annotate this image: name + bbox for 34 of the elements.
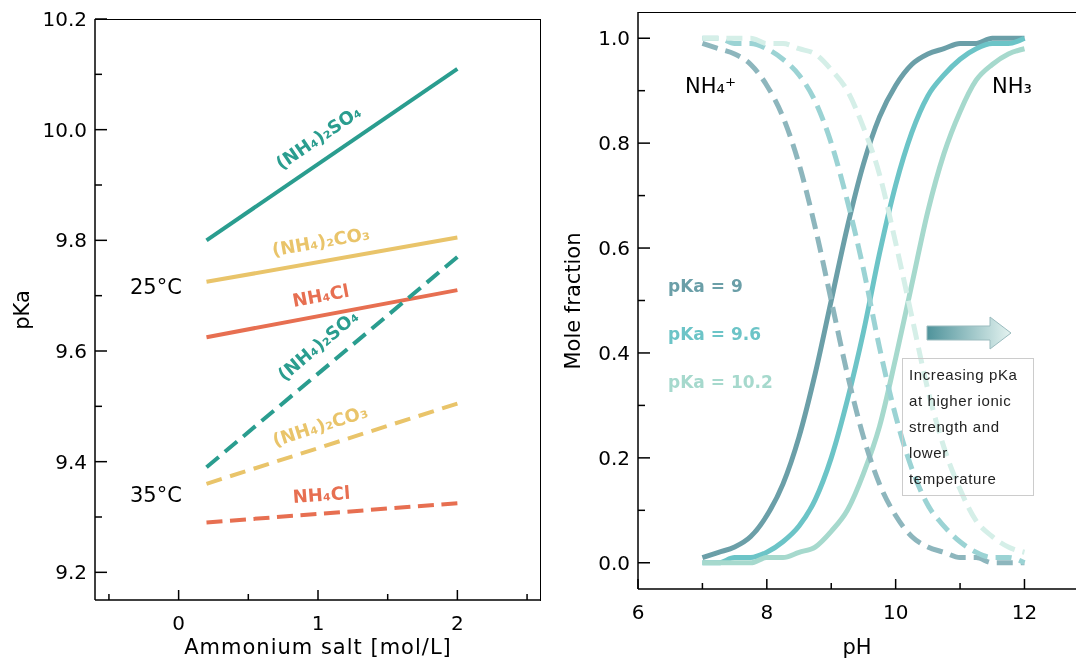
y-tick-label: 9.2: [55, 560, 87, 585]
y-tick-label: 0.4: [598, 340, 630, 365]
y-tick-label: 9.8: [55, 228, 87, 253]
annotation: NH₄⁺: [685, 74, 737, 98]
y-tick-label: 10.2: [42, 7, 87, 31]
text: pKa = 9: [668, 276, 743, 296]
text: (NH₄)₂CO₃: [270, 222, 372, 261]
series-label: NH₄Cl: [292, 481, 351, 508]
y-tick-label: 0.2: [598, 445, 630, 470]
y-axis-title: pKa: [9, 288, 35, 332]
y-tick-label: 1.0: [598, 26, 630, 51]
x-tick-label: 8: [760, 600, 774, 624]
x-tick-label: 1: [311, 611, 325, 635]
x-tick-label: 0: [172, 611, 185, 635]
y-tick-label: 0.6: [598, 236, 630, 261]
x-tick-label: 2: [451, 611, 464, 635]
annotation: 25°C: [130, 275, 182, 299]
x-axis-title: pH: [841, 634, 873, 660]
text: pKa = 10.2: [668, 372, 773, 392]
annotation: Increasing pKa at higher ionic strength and lower temperature: [902, 358, 1034, 496]
y-axis-title: Mole fraction: [560, 230, 586, 372]
y-tick-label: 9.4: [55, 449, 87, 474]
y-tick-label: 0.8: [598, 131, 630, 156]
x-tick-label: 10: [882, 600, 909, 624]
y-tick-label: 10.0: [42, 117, 87, 142]
x-axis-title: Ammonium salt [mol/L]: [183, 634, 453, 660]
annotation: NH₃: [992, 74, 1032, 98]
x-tick-label: 6: [631, 600, 645, 624]
x-tick-label: 12: [1011, 600, 1038, 624]
y-tick-label: 0.0: [598, 550, 630, 575]
annotation: 35°C: [130, 483, 182, 507]
text: NH₄Cl: [290, 279, 351, 311]
text: pKa = 9.6: [668, 324, 762, 344]
y-tick-label: 9.6: [55, 339, 87, 363]
